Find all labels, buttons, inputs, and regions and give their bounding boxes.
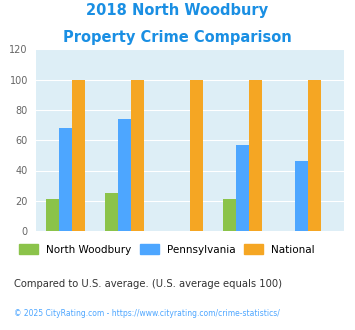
Bar xyxy=(308,80,321,231)
Bar xyxy=(105,193,118,231)
Bar xyxy=(131,80,144,231)
Bar xyxy=(45,199,59,231)
Bar xyxy=(249,80,262,231)
Text: Property Crime Comparison: Property Crime Comparison xyxy=(63,30,292,45)
Bar xyxy=(72,80,84,231)
Bar xyxy=(59,128,72,231)
Bar xyxy=(118,119,131,231)
Bar xyxy=(295,161,308,231)
Text: Compared to U.S. average. (U.S. average equals 100): Compared to U.S. average. (U.S. average … xyxy=(14,279,282,289)
Bar xyxy=(223,199,236,231)
Text: 2018 North Woodbury: 2018 North Woodbury xyxy=(86,3,269,18)
Legend: North Woodbury, Pennsylvania, National: North Woodbury, Pennsylvania, National xyxy=(20,245,315,255)
Bar xyxy=(236,145,249,231)
Text: © 2025 CityRating.com - https://www.cityrating.com/crime-statistics/: © 2025 CityRating.com - https://www.city… xyxy=(14,309,280,317)
Bar xyxy=(190,80,203,231)
